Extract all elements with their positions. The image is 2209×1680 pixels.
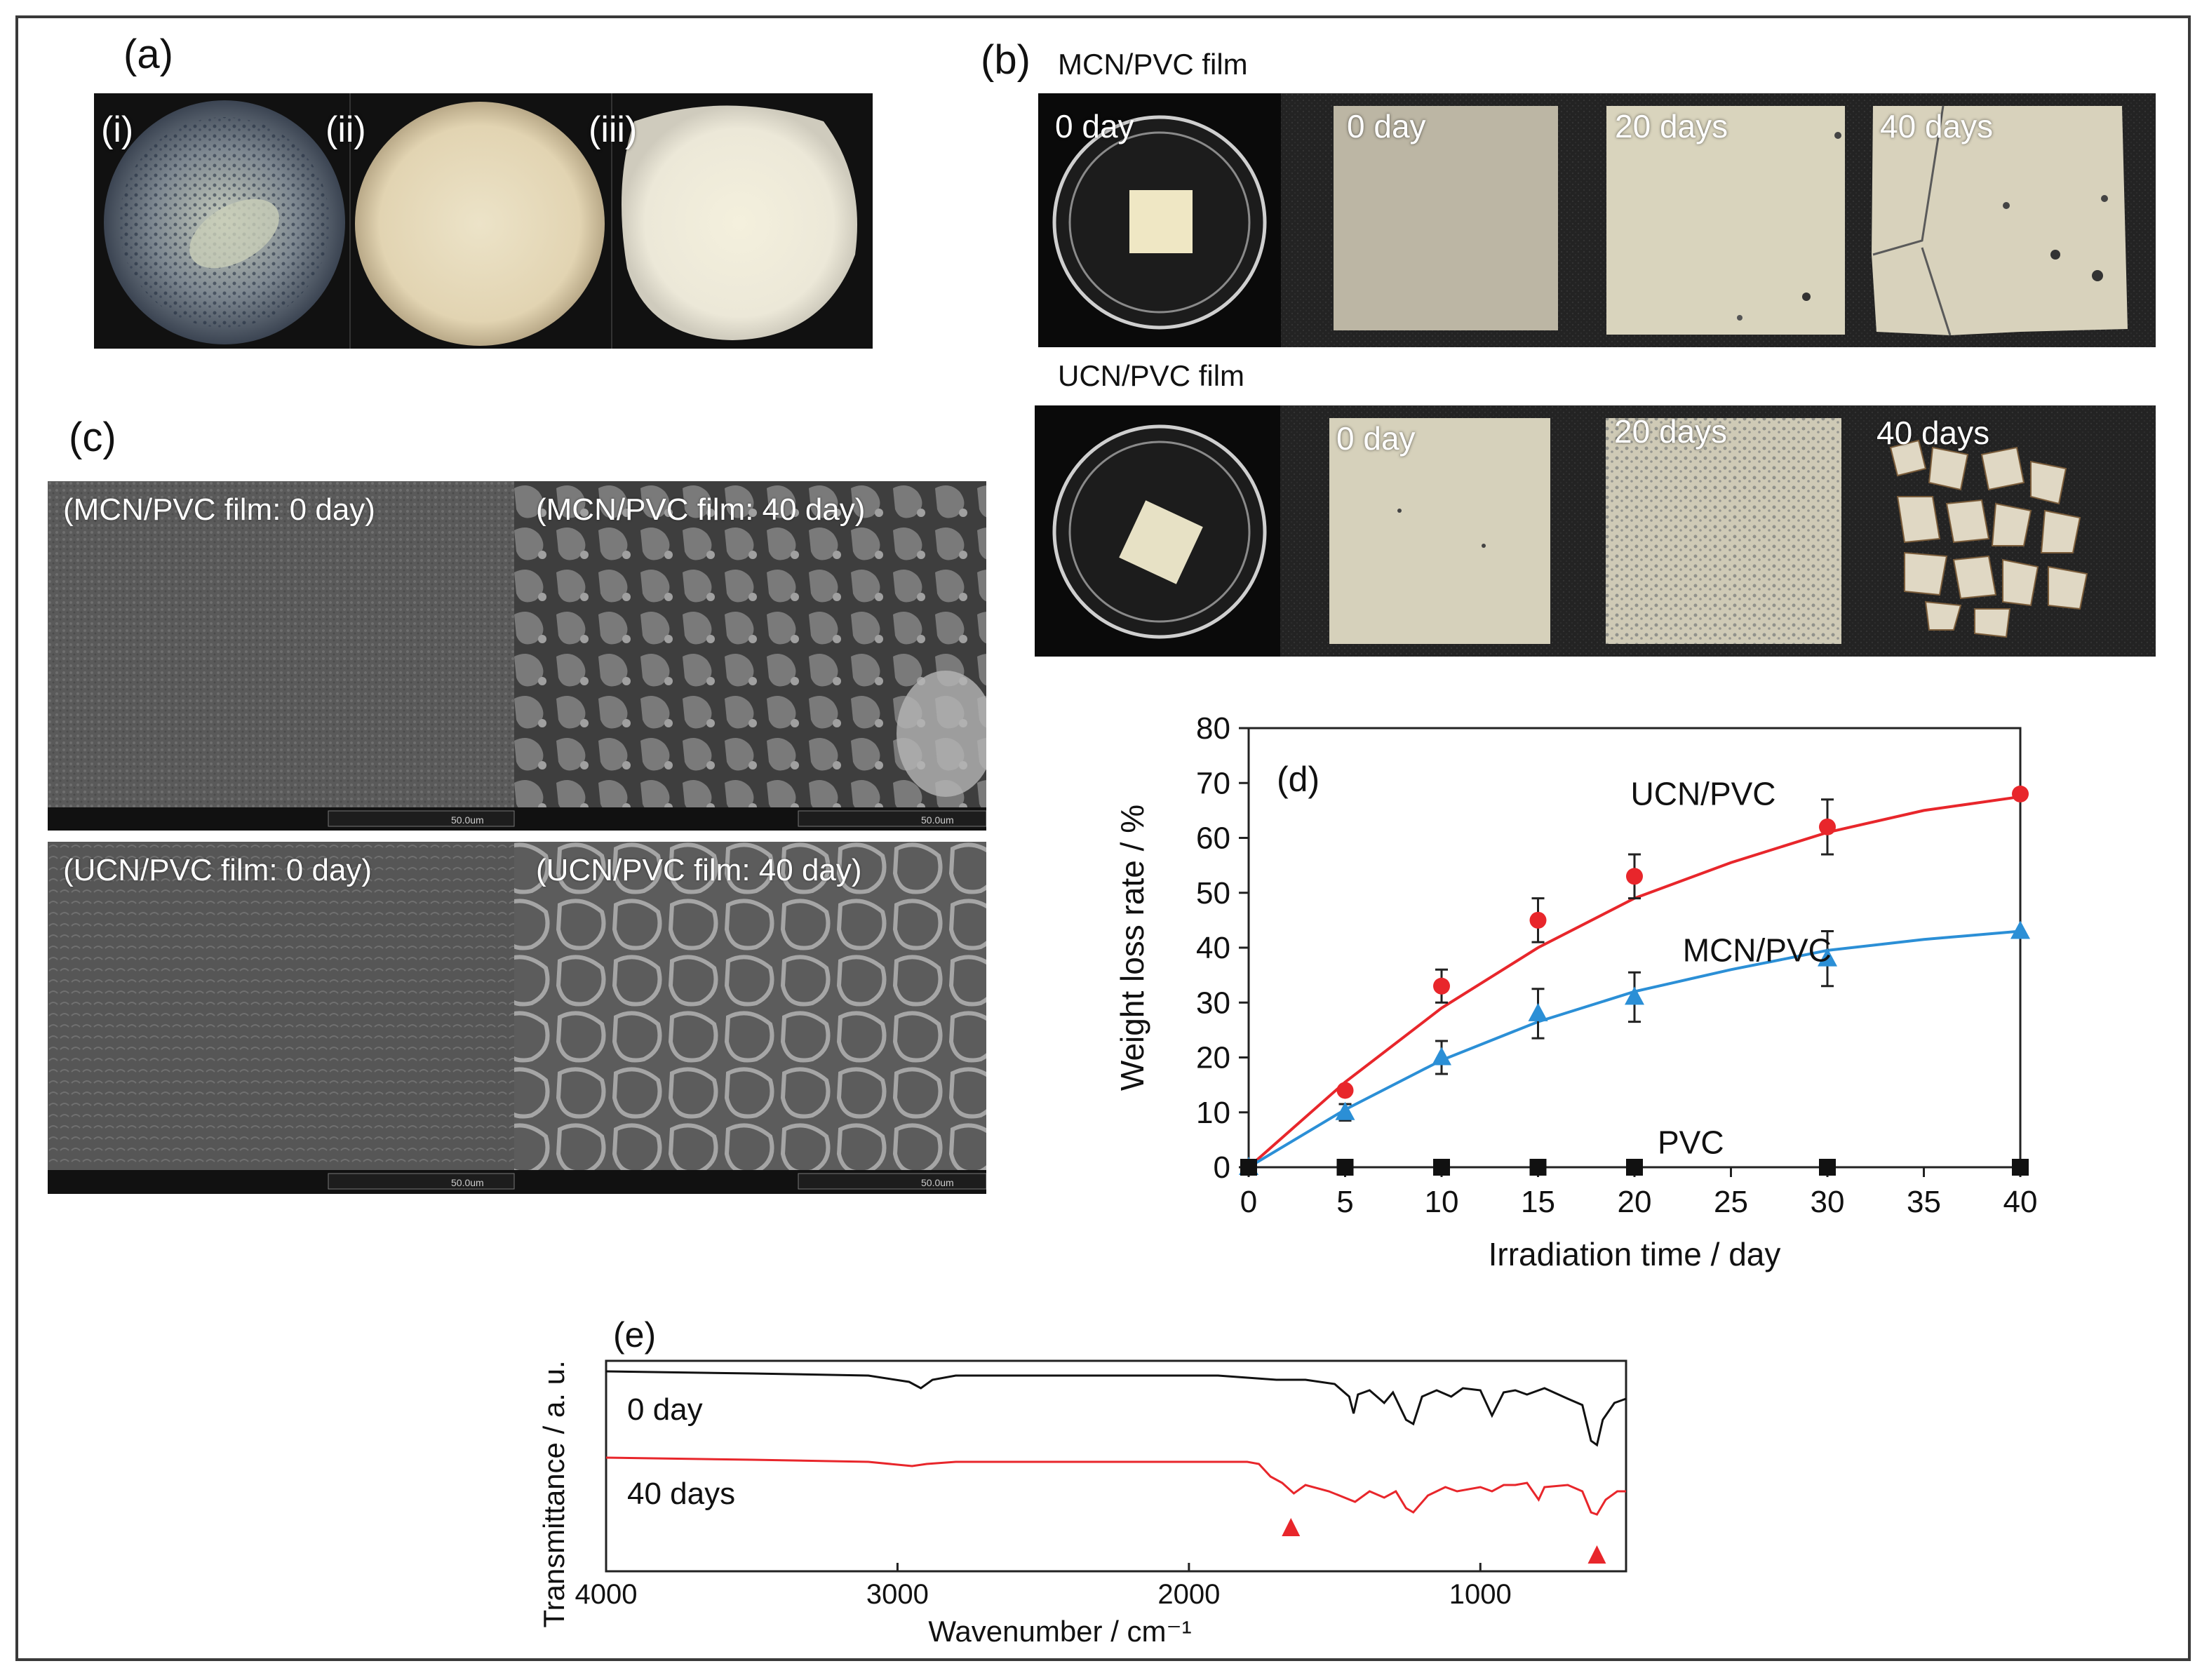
mcn-pvc-film-title: MCN/PVC film (1058, 48, 1248, 81)
sem-caption-mcn-0: (MCN/PVC film: 0 day) (63, 492, 375, 527)
peak-marker (1282, 1518, 1301, 1536)
x-tick-label: 30 (1811, 1185, 1845, 1219)
x-tick-label: 25 (1714, 1185, 1748, 1219)
y-tick-label: 80 (1196, 711, 1230, 746)
data-point-pvc (1433, 1159, 1450, 1176)
dish-label-iii: (iii) (589, 109, 638, 150)
sem-scalebar-4: 50.0um (921, 1177, 954, 1188)
data-point-pvc (1240, 1159, 1257, 1176)
figure-frame (15, 15, 2191, 1661)
mcn-film-series (1038, 93, 2156, 347)
ucn-pvc-film-title: UCN/PVC film (1058, 359, 1245, 392)
data-point-mcn (1625, 986, 1644, 1005)
x-tick-label: 20 (1618, 1185, 1652, 1219)
y-tick-label: 70 (1196, 766, 1230, 800)
y-tick-label: 0 (1214, 1150, 1230, 1185)
panel-b-label: (b) (981, 37, 1030, 83)
data-point-pvc (1626, 1159, 1643, 1176)
x-tick-label: 2000 (1157, 1579, 1220, 1610)
data-point-mcn (1528, 1002, 1548, 1021)
data-point-ucn (1336, 1082, 1354, 1099)
x-tick-label: 1000 (1449, 1579, 1512, 1610)
series-label-0day: 0 day (627, 1392, 703, 1427)
mcn-40days-label: 40 days (1880, 108, 1994, 145)
data-point-mcn (2010, 920, 2030, 939)
panel-a-photo: (i) (ii) (iii) (94, 93, 873, 349)
data-point-ucn (2012, 785, 2029, 802)
y-tick-label: 50 (1196, 876, 1230, 910)
ftir-spectrum-chart: 4000 3000 2000 1000 Wavenumber / cm⁻¹ Transmi… (537, 1315, 1627, 1648)
dish-label-i: (i) (101, 109, 134, 150)
x-tick-label: 4000 (575, 1579, 638, 1610)
panel-a-label: (a) (123, 32, 173, 77)
panel-d-label: (d) (1277, 760, 1320, 799)
sem-mcn-image (48, 481, 986, 831)
data-point-ucn (1433, 977, 1450, 995)
data-point-mcn (1335, 1101, 1355, 1120)
data-point-pvc (2012, 1159, 2029, 1176)
x-tick-label: 5 (1336, 1185, 1353, 1219)
sem-caption-ucn-0: (UCN/PVC film: 0 day) (63, 853, 372, 887)
x-tick-label: 35 (1907, 1185, 1941, 1219)
panel-c-label: (c) (69, 415, 116, 460)
petri-dish-photos (94, 93, 873, 349)
series-label-mcn: MCN/PVC (1683, 932, 1832, 969)
y-tick-label: 40 (1196, 931, 1230, 965)
ucn-40days-label: 40 days (1876, 415, 1990, 451)
x-tick-label: 10 (1425, 1185, 1459, 1219)
sem-scalebar-2: 50.0um (921, 814, 954, 826)
mcn-dish-label: 0 day (1055, 108, 1134, 145)
data-point-pvc (1336, 1159, 1354, 1176)
y-tick-label: 30 (1196, 986, 1230, 1020)
mcn-pvc-film-photos: 0 day 0 day 20 days 40 days (1038, 93, 2156, 347)
sem-ucn-panel: (UCN/PVC film: 0 day) (UCN/PVC film: 40 … (48, 842, 986, 1194)
sem-mcn-panel: (MCN/PVC film: 0 day) (MCN/PVC film: 40 … (48, 481, 986, 831)
sem-scalebar-3: 50.0um (451, 1177, 484, 1188)
data-point-ucn (1529, 911, 1547, 929)
ucn-0day-label: 0 day (1336, 420, 1416, 457)
dish-label-ii: (ii) (325, 109, 366, 150)
weight-loss-chart: 0 10 20 30 40 50 60 70 80 0 5 10 15 20 25 30 35 40 Irradia… (1114, 711, 2038, 1272)
mcn-0day-label: 0 day (1347, 108, 1426, 145)
y-axis-label: Transmittance / a. u. (537, 1360, 570, 1627)
data-point-pvc (1819, 1159, 1836, 1176)
y-tick-label: 20 (1196, 1041, 1230, 1075)
ucn-film-series (1035, 405, 2156, 657)
y-axis-label: Weight loss rate / % (1114, 805, 1150, 1091)
sem-caption-ucn-40: (UCN/PVC film: 40 day) (536, 853, 862, 887)
sem-ucn-image (48, 842, 986, 1194)
x-tick-label: 0 (1240, 1185, 1257, 1219)
data-point-mcn (1818, 948, 1837, 967)
x-axis-label: Wavenumber / cm⁻¹ (928, 1615, 1191, 1648)
fit-curve-mcnpvc (1247, 929, 2021, 1169)
sem-scalebar-1: 50.0um (451, 814, 484, 826)
y-tick-label: 60 (1196, 821, 1230, 856)
mcn-20days-label: 20 days (1615, 108, 1728, 145)
ucn-pvc-film-photos: 0 day 20 days 40 days (1035, 405, 2156, 657)
ucn-20days-label: 20 days (1614, 413, 1728, 450)
data-point-ucn (1626, 868, 1643, 885)
x-axis-label: Irradiation time / day (1489, 1236, 1781, 1272)
x-tick-label: 40 (2003, 1185, 2038, 1219)
x-tick-label: 3000 (866, 1579, 929, 1610)
data-point-pvc (1529, 1159, 1547, 1176)
series-label-40days: 40 days (627, 1477, 735, 1511)
series-label-ucn: UCN/PVC (1631, 776, 1776, 812)
x-tick-label: 15 (1521, 1185, 1555, 1219)
y-tick-label: 10 (1196, 1096, 1230, 1130)
series-label-pvc: PVC (1658, 1124, 1724, 1160)
peak-marker (1587, 1545, 1606, 1564)
panel-e-label: (e) (613, 1315, 656, 1355)
spectrum-line-0 (605, 1370, 1627, 1447)
data-point-mcn (1432, 1047, 1451, 1066)
spectrum-line-1 (605, 1456, 1626, 1516)
plot-area (605, 1359, 1627, 1573)
sem-caption-mcn-40: (MCN/PVC film: 40 day) (536, 492, 866, 527)
data-point-ucn (1819, 818, 1836, 835)
